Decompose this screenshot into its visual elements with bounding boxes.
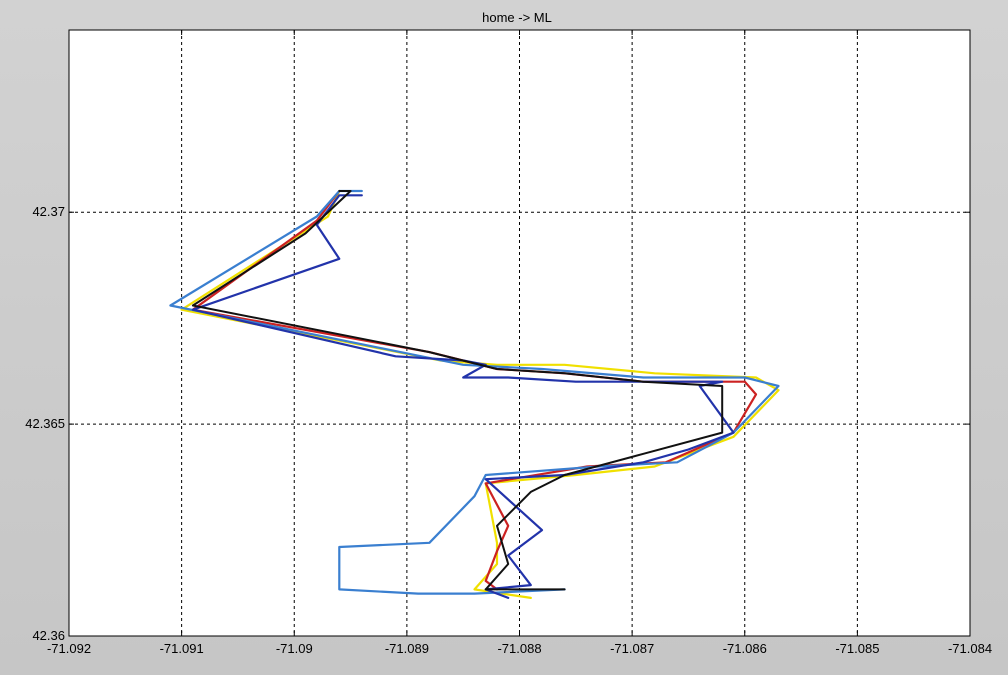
x-tick-label: -71.091	[160, 641, 204, 656]
x-tick-label: -71.088	[497, 641, 541, 656]
y-tick-label: 42.36	[32, 628, 65, 643]
series-line-4	[191, 194, 735, 600]
series-line-5	[191, 190, 724, 591]
x-tick-label: -71.092	[47, 641, 91, 656]
axis-ticks: -71.092 -71.091 -71.09 -71.089 -71.088 -71.08…	[25, 30, 992, 656]
x-tick-label: -71.084	[948, 641, 992, 656]
x-tick-label: -71.09	[276, 641, 313, 656]
x-tick-label: -71.087	[610, 641, 654, 656]
series-layer	[169, 189, 780, 600]
x-tick-label: -71.086	[723, 641, 767, 656]
x-tick-label: -71.085	[835, 641, 879, 656]
y-tick-label: 42.365	[25, 416, 65, 431]
series-line-2	[191, 189, 758, 591]
x-tick-label: -71.089	[385, 641, 429, 656]
y-tick-label: 42.37	[32, 204, 65, 219]
chart-title: home -> ML	[482, 10, 552, 25]
